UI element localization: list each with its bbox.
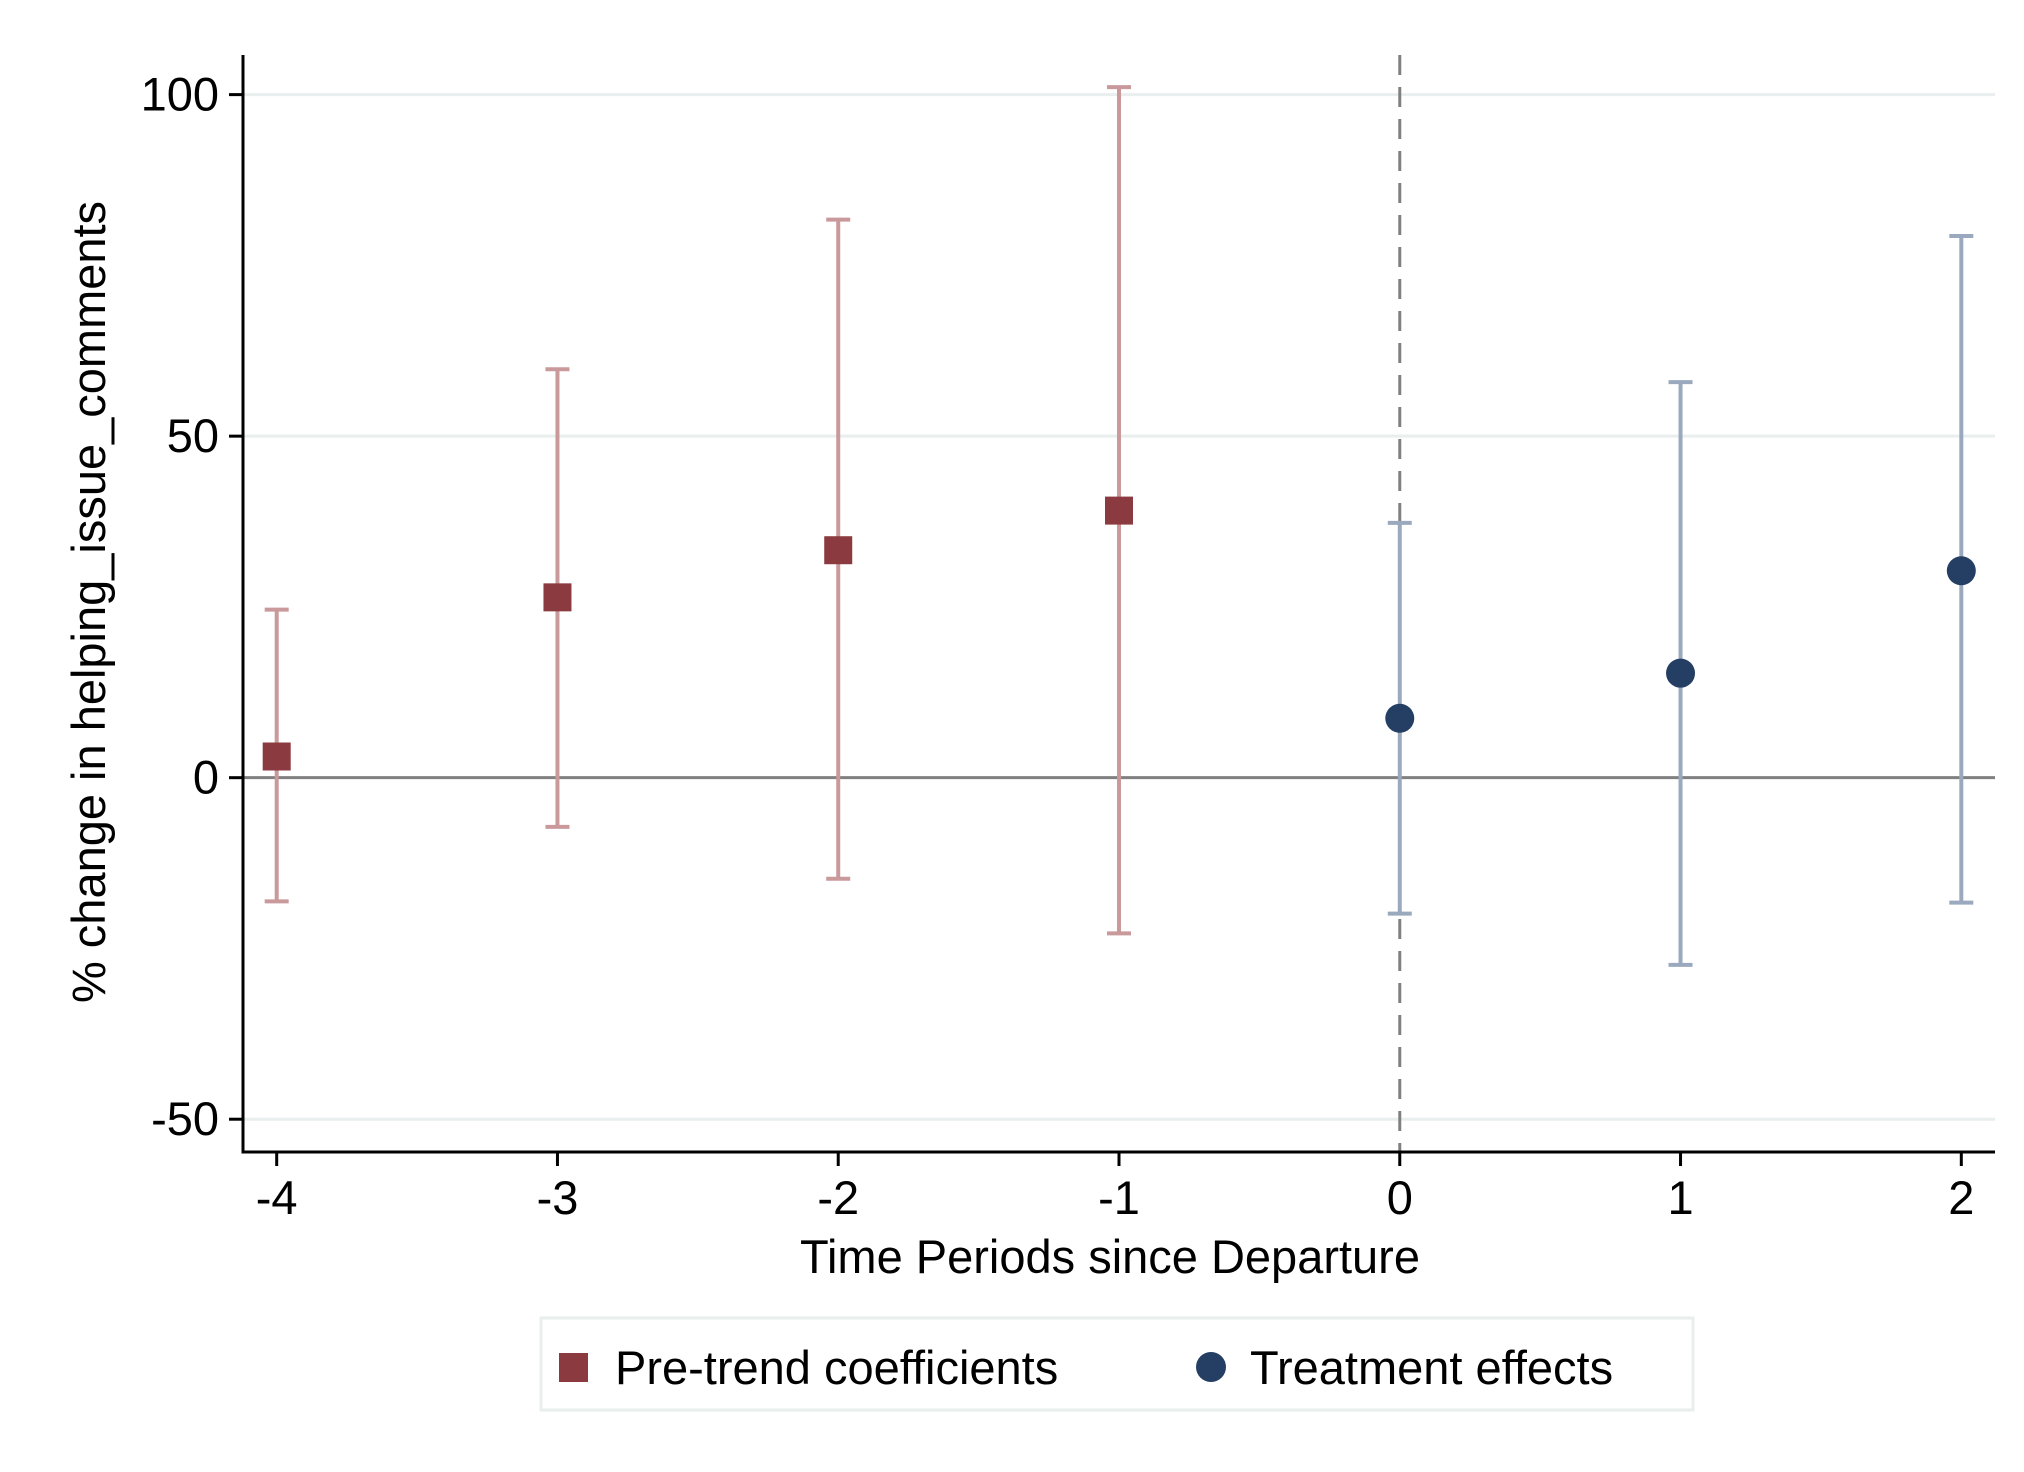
point-treatment [1666, 658, 1696, 688]
point-treatment [1946, 556, 1976, 586]
confidence-intervals [264, 85, 1974, 967]
x-axis-title: Time Periods since Departure [800, 1230, 1420, 1283]
x-tick-label: -1 [1098, 1171, 1140, 1224]
axes: 100 50 0 -50 -4 -3 -2 -1 0 1 2 [141, 55, 1995, 1224]
point-treatment [1385, 703, 1415, 733]
y-axis-title: % change in helping_issue_comments [62, 201, 115, 1003]
legend-box [539, 1316, 1695, 1412]
legend-marker-pre-trend [559, 1353, 588, 1382]
markers [262, 496, 1976, 771]
y-tick-label: -50 [151, 1092, 219, 1145]
x-tick-label: -3 [537, 1171, 579, 1224]
x-tick-label: -4 [256, 1171, 298, 1224]
legend: Pre-trend coefficients Treatment effects [539, 1316, 1695, 1412]
x-tick-label: 1 [1667, 1171, 1693, 1224]
y-tick-label: 0 [193, 751, 219, 804]
y-tick-label: 50 [167, 409, 219, 462]
x-tick-label: 0 [1387, 1171, 1413, 1224]
legend-marker-treatment [1196, 1352, 1226, 1382]
point-pre-trend [543, 583, 572, 612]
x-tick-label: -2 [817, 1171, 859, 1224]
point-pre-trend [1105, 496, 1133, 525]
x-tick-label: 2 [1948, 1171, 1974, 1224]
y-tick-label: 100 [141, 68, 219, 121]
point-pre-trend [262, 742, 291, 771]
legend-label-treatment: Treatment effects [1250, 1341, 1613, 1394]
point-pre-trend [824, 536, 853, 565]
legend-label-pre-trend: Pre-trend coefficients [615, 1341, 1058, 1394]
